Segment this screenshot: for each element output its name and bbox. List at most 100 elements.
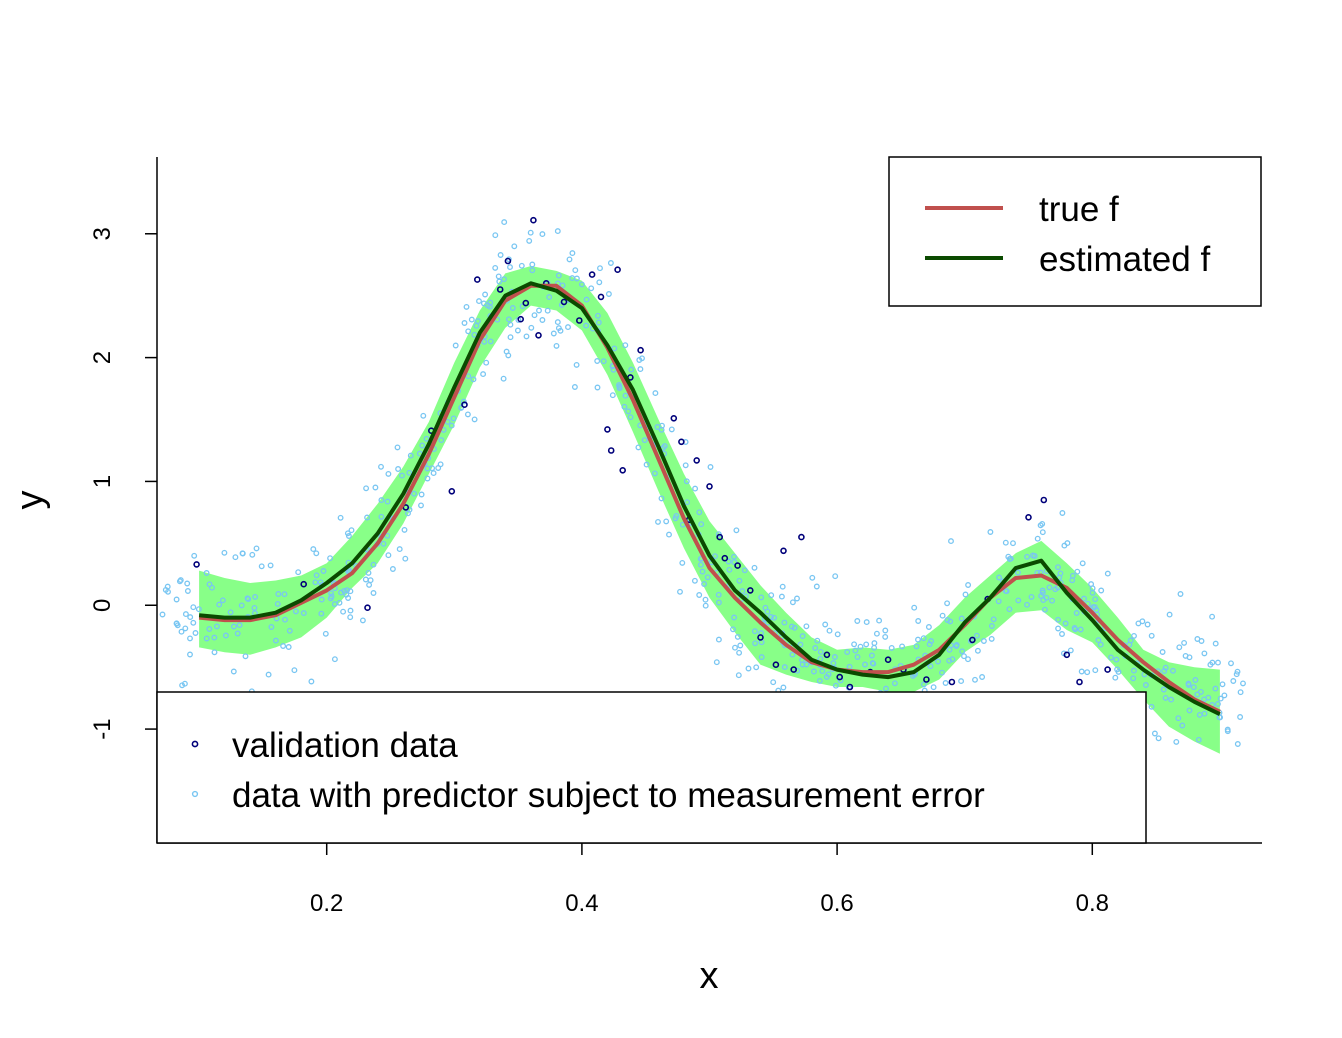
error-data-point (1142, 682, 1149, 688)
error-data-point (778, 593, 785, 600)
error-data-point (192, 630, 199, 636)
x-axis-label: x (700, 955, 719, 997)
error-data-point (704, 574, 711, 581)
error-data-point (699, 568, 706, 575)
error-data-point (497, 252, 504, 258)
error-data-point (920, 681, 927, 688)
error-data-point (1130, 667, 1137, 674)
error-data-point (272, 637, 279, 644)
error-data-point (1148, 703, 1155, 710)
error-data-point (366, 581, 373, 588)
error-data-point (595, 319, 602, 326)
error-data-point (1097, 641, 1104, 648)
error-data-point (286, 627, 293, 634)
error-data-point (318, 596, 325, 603)
error-data-point (1201, 650, 1208, 657)
error-data-point (962, 591, 969, 598)
error-data-point (251, 604, 258, 611)
error-data-point (825, 671, 832, 678)
error-data-point (452, 342, 459, 349)
legend-true-f-label: true f (1039, 190, 1119, 229)
error-data-point (187, 614, 194, 621)
error-data-point (1062, 620, 1069, 627)
error-data-point (882, 627, 889, 634)
error-data-point (216, 601, 223, 608)
error-data-point (655, 518, 661, 525)
error-data-point (364, 514, 371, 521)
error-data-point (701, 581, 708, 587)
error-data-point (935, 658, 941, 665)
error-data-point (973, 632, 980, 639)
error-data-point (1092, 667, 1099, 674)
validation-point (560, 298, 568, 306)
error-data-point (470, 376, 477, 383)
error-data-point (1038, 592, 1045, 599)
error-data-point (822, 621, 829, 628)
error-data-point (554, 228, 561, 235)
error-data-point (550, 330, 557, 337)
error-data-point (234, 630, 241, 637)
error-data-point (1196, 711, 1203, 718)
error-data-point (465, 373, 472, 380)
error-data-point (1201, 696, 1208, 703)
error-data-point (344, 530, 351, 537)
error-data-point (1212, 685, 1219, 692)
error-data-point (751, 628, 758, 635)
error-data-point (583, 296, 590, 303)
error-data-point (1002, 539, 1009, 546)
error-data-point (713, 659, 720, 666)
error-data-point (731, 553, 737, 560)
error-data-point (1234, 668, 1241, 675)
error-data-point (1161, 668, 1168, 674)
error-data-point (1214, 701, 1221, 707)
error-data-point (437, 461, 444, 468)
error-data-point (959, 648, 966, 655)
error-data-point (511, 243, 518, 250)
error-data-point (583, 322, 590, 329)
validation-point (693, 457, 701, 464)
error-data-point (566, 256, 573, 263)
error-data-point (799, 633, 806, 640)
validation-point (604, 426, 611, 433)
error-data-point (230, 668, 237, 675)
y-tick-label: 0 (89, 599, 116, 612)
legend-lines: true f estimated f (888, 156, 1262, 307)
error-data-point (1130, 675, 1137, 682)
error-data-point (206, 581, 213, 588)
error-data-point (458, 404, 465, 411)
error-data-point (514, 327, 521, 334)
error-data-point (814, 637, 821, 644)
error-data-point (476, 298, 482, 305)
error-data-point (275, 591, 282, 597)
error-data-point (1010, 540, 1016, 547)
error-data-point (184, 580, 191, 587)
validation-point (670, 414, 678, 422)
error-data-point (1095, 637, 1102, 644)
error-data-point (911, 604, 918, 611)
error-data-point (852, 647, 859, 654)
error-data-point (1240, 680, 1246, 687)
validation-point (637, 346, 644, 354)
error-data-point (474, 318, 481, 325)
error-data-point (509, 305, 516, 311)
error-data-point (651, 470, 658, 477)
validation-point (402, 504, 410, 511)
error-data-point (292, 608, 299, 615)
error-data-point (370, 590, 377, 596)
error-data-point (654, 424, 661, 430)
legend-validation-label: validation data (232, 726, 458, 765)
error-data-point (1195, 736, 1202, 743)
error-data-point (1131, 632, 1137, 639)
confidence-band-layer (199, 266, 1220, 754)
error-data-point (1059, 510, 1066, 516)
error-data-point (308, 678, 315, 685)
error-data-point (663, 518, 670, 525)
error-data-point (173, 596, 180, 603)
error-data-point (730, 626, 736, 633)
error-data-point (190, 604, 197, 611)
error-data-point (487, 338, 494, 345)
error-data-point (1092, 596, 1099, 603)
error-data-point (979, 674, 986, 680)
error-data-point (507, 334, 514, 341)
error-data-point (683, 478, 690, 485)
